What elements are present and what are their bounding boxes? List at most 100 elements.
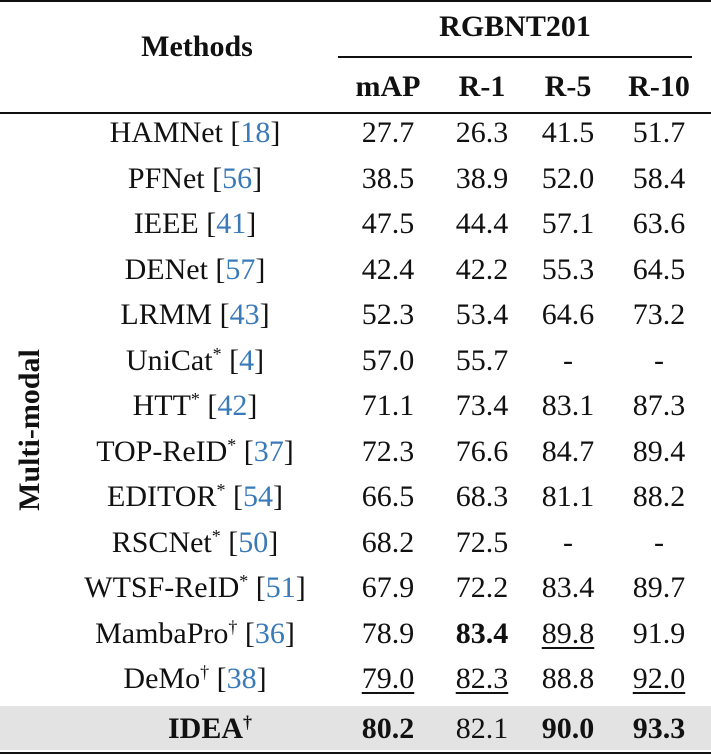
value-cell: 78.9	[348, 618, 428, 649]
method-mark: *	[211, 525, 221, 546]
value-cell: 27.7	[348, 118, 428, 148]
value-text: 55.7	[455, 343, 509, 377]
dataset-underline	[338, 56, 692, 58]
value-text: 81.1	[541, 480, 595, 513]
citation-link[interactable]: 57	[225, 252, 256, 286]
value-cell: 53.4	[442, 300, 522, 330]
value-cell: 57.0	[348, 345, 428, 376]
value-text: -	[654, 343, 664, 377]
value-text: 72.3	[361, 434, 415, 468]
col-header-map: mAP	[355, 70, 421, 103]
value-text: 66.5	[361, 480, 415, 513]
value-cell: 89.8	[528, 616, 608, 650]
method-name: DeMo	[123, 662, 201, 695]
methods-header: Methods	[141, 30, 253, 63]
citation-link[interactable]: 4	[239, 343, 255, 377]
citation-link[interactable]: 38	[226, 662, 257, 695]
value-text: 91.9	[632, 616, 686, 650]
value-cell: 87.3	[614, 391, 704, 421]
value-cell: 73.4	[442, 391, 522, 421]
value-text: 73.2	[632, 298, 686, 331]
value-cell: 82.3	[442, 664, 522, 694]
value-cell: 83.1	[528, 391, 608, 421]
value-cell: 64.6	[528, 300, 608, 330]
value-text: 84.7	[541, 434, 595, 468]
value-text: 51.7	[632, 116, 686, 149]
method-cell: HTT* [42]	[132, 389, 258, 422]
value-cell: 38.9	[442, 163, 522, 194]
value-text: 68.2	[361, 525, 415, 559]
value-cell: 47.5	[348, 209, 428, 239]
value-cell: 51.7	[614, 118, 704, 148]
value-cell: 68.2	[348, 525, 428, 559]
col-header-r5: R-5	[544, 70, 592, 103]
final-row-name: IDEA	[167, 712, 243, 745]
citation-link[interactable]: 42	[217, 389, 248, 422]
value-text: 83.1	[541, 389, 595, 422]
value-cell: 58.4	[614, 163, 704, 194]
citation-link[interactable]: 18	[240, 116, 271, 149]
method-mark: †	[200, 662, 210, 682]
value-text: 83.4	[455, 616, 509, 650]
value-text: 52.3	[361, 298, 415, 331]
citation-link[interactable]: 41	[216, 207, 247, 240]
method-cell: PFNet [56]	[127, 161, 263, 195]
method-name: LRMM	[120, 298, 220, 331]
value-cell: 52.3	[348, 300, 428, 330]
value-text: 26.3	[455, 116, 509, 149]
value-cell: -	[528, 527, 608, 558]
value-text: 44.4	[455, 207, 509, 240]
value-cell: 92.0	[614, 664, 704, 694]
citation-link[interactable]: 36	[254, 616, 285, 650]
method-mark: *	[216, 480, 226, 500]
final-row-r10: 93.3	[632, 712, 686, 745]
value-cell: 66.5	[348, 482, 428, 512]
method-name: HTT	[132, 389, 191, 422]
value-cell: 55.7	[442, 343, 522, 377]
citation-link[interactable]: 43	[229, 298, 260, 331]
method-cell: DeMo† [38]	[123, 662, 267, 695]
value-text: 68.3	[455, 480, 509, 513]
value-text: 89.8	[541, 616, 595, 650]
method-cell: UniCat* [4]	[125, 343, 265, 377]
dataset-header: RGBNT201	[439, 10, 591, 43]
value-cell: -	[614, 527, 704, 558]
value-text: 72.2	[455, 571, 509, 604]
value-cell: 83.4	[442, 616, 522, 650]
value-cell: 91.9	[614, 616, 704, 650]
final-row-map: 80.2	[361, 712, 415, 745]
method-mark: †	[228, 616, 238, 637]
value-text: 71.1	[361, 389, 415, 422]
method-mark: *	[227, 434, 237, 455]
value-cell: 79.0	[348, 664, 428, 694]
value-cell: 57.1	[528, 209, 608, 239]
value-text: 67.9	[361, 571, 415, 604]
value-cell: 81.1	[528, 482, 608, 512]
value-text: 72.5	[455, 525, 509, 559]
value-text: 73.4	[455, 389, 509, 422]
value-cell: -	[614, 343, 704, 377]
value-cell: 41.5	[528, 118, 608, 148]
citation-link[interactable]: 50	[238, 525, 269, 559]
value-text: 55.3	[541, 252, 595, 286]
citation-link[interactable]: 54	[242, 480, 273, 513]
citation-link[interactable]: 56	[222, 161, 253, 195]
value-cell: 89.7	[614, 573, 704, 603]
value-cell: 72.3	[348, 434, 428, 468]
method-name: RSCNet	[111, 525, 212, 559]
value-text: 87.3	[632, 389, 686, 422]
value-cell: 83.4	[528, 573, 608, 603]
citation-link[interactable]: 37	[253, 434, 284, 468]
method-name: TOP-ReID	[96, 434, 228, 468]
value-text: 79.0	[361, 662, 415, 695]
value-text: 88.2	[632, 480, 686, 513]
value-cell: 68.3	[442, 482, 522, 512]
citation-link[interactable]: 51	[265, 571, 296, 604]
value-cell: 88.8	[528, 664, 608, 694]
value-text: 42.2	[455, 252, 509, 286]
value-text: 57.1	[541, 207, 595, 240]
value-cell: 42.2	[442, 252, 522, 286]
value-text: 76.6	[455, 434, 509, 468]
bottom-rule	[0, 752, 711, 754]
